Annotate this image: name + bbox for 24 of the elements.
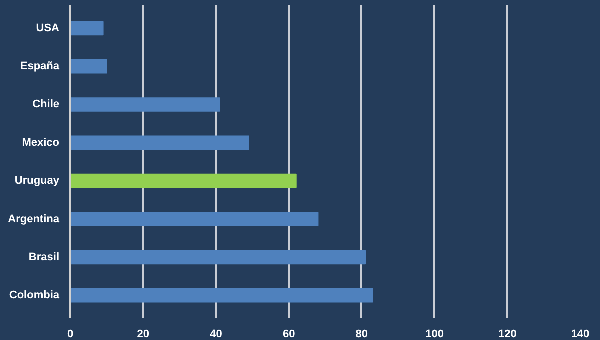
- x-tick-label: 0: [67, 328, 74, 340]
- x-tick-label: 140: [571, 328, 590, 340]
- y-tick-label: USA: [36, 22, 60, 34]
- y-tick-label: Colombia: [9, 290, 60, 302]
- x-tick-label: 100: [426, 328, 444, 340]
- bar: [70, 174, 297, 188]
- y-tick-label: Chile: [32, 98, 60, 111]
- y-tick-label: España: [20, 60, 60, 73]
- bar: [70, 59, 108, 74]
- bar: [70, 136, 250, 150]
- x-tick-label: 120: [498, 328, 517, 340]
- bar: [70, 288, 374, 303]
- y-tick-label: Uruguay: [14, 175, 60, 188]
- y-tick-label: Argentina: [8, 213, 60, 226]
- x-tick-label: 60: [282, 328, 296, 340]
- bar: [70, 21, 104, 36]
- x-tick-label: 40: [210, 328, 222, 340]
- y-tick-label: Brasil: [28, 251, 60, 264]
- bar: [70, 250, 366, 265]
- bar: [70, 98, 220, 112]
- bar: [70, 212, 319, 226]
- x-tick-label: 20: [137, 328, 150, 340]
- x-tick-label: 80: [356, 328, 368, 340]
- y-tick-label: Mexico: [22, 136, 60, 149]
